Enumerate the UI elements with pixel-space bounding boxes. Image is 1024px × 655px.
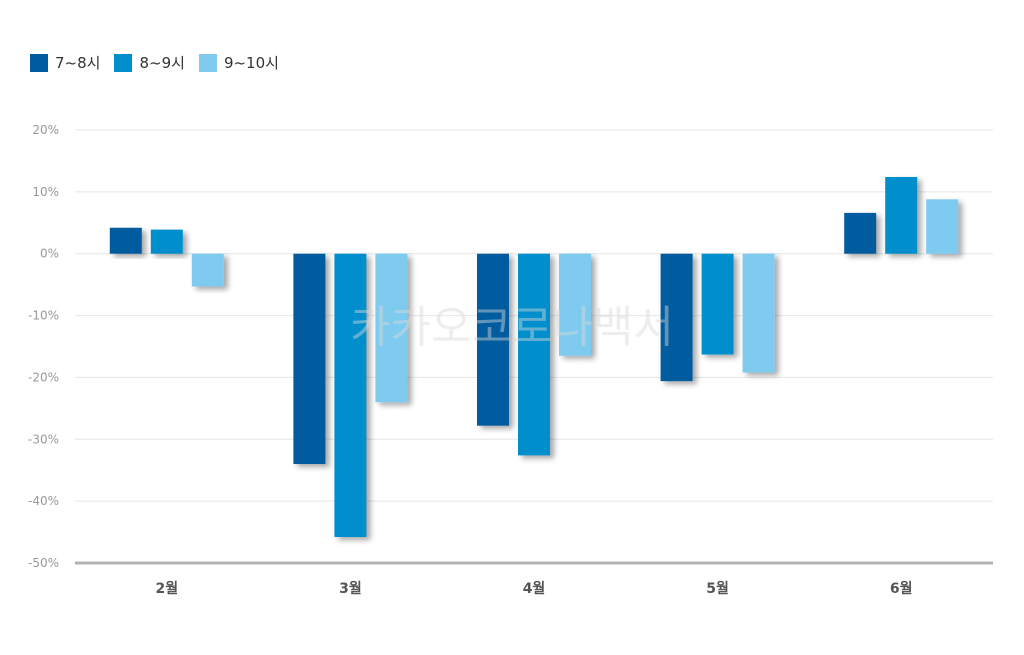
- legend-swatch-2: [198, 53, 217, 72]
- y-tick-label: 0%: [40, 247, 59, 261]
- bar-3월-8~9시: [334, 253, 367, 538]
- legend-item-2: 9~10시: [198, 52, 279, 73]
- y-tick-label: 20%: [32, 123, 59, 137]
- bar-4월-7~8시: [477, 253, 509, 426]
- legend-item-0: 7~8시: [30, 52, 100, 73]
- bar-5월-7~8시: [660, 253, 693, 382]
- legend-label-1: 8~9시: [139, 54, 185, 72]
- bar-4월-9~10시: [559, 253, 591, 356]
- legend-swatch-0: [30, 53, 48, 72]
- legend-label-0: 7~8시: [55, 54, 101, 72]
- bars-layer: [109, 177, 959, 538]
- bar-4월-8~9시: [518, 253, 550, 456]
- bar-3월-9~10시: [375, 253, 408, 403]
- legend: 7~8시 8~9시 9~10시: [30, 52, 279, 73]
- axis-layer: 20% 10% 0% -10% -20% -30% -40% -50% 2월 3월 4월 5월 6월: [28, 123, 993, 597]
- legend-swatch-1: [114, 53, 133, 72]
- bar-6월-8~9시: [885, 177, 918, 254]
- x-tick-label: 5월: [706, 580, 729, 597]
- bar-2월-9~10시: [191, 253, 224, 287]
- y-tick-label: 10%: [32, 185, 59, 199]
- legend-item-1: 8~9시: [114, 52, 185, 73]
- y-tick-label: -10%: [28, 309, 59, 323]
- bar-5월-9~10시: [742, 253, 775, 373]
- bar-6월-9~10시: [926, 199, 959, 254]
- x-tick-label: 2월: [155, 580, 178, 597]
- y-tick-label: -40%: [28, 494, 59, 508]
- x-tick-label: 3월: [339, 580, 362, 597]
- bar-2월-8~9시: [150, 229, 183, 254]
- y-tick-label: -20%: [28, 370, 59, 384]
- bar-5월-8~9시: [701, 253, 734, 355]
- bar-6월-7~8시: [844, 212, 877, 254]
- bar-3월-7~8시: [293, 253, 326, 465]
- x-tick-label: 4월: [523, 580, 546, 597]
- x-tick-label: 6월: [890, 580, 913, 597]
- legend-label-2: 9~10시: [223, 54, 279, 72]
- y-tick-label: -50%: [28, 556, 59, 570]
- bar-2월-7~8시: [109, 227, 142, 254]
- y-tick-label: -30%: [28, 432, 59, 446]
- watermark-text: 카카오코로나백서: [350, 302, 674, 353]
